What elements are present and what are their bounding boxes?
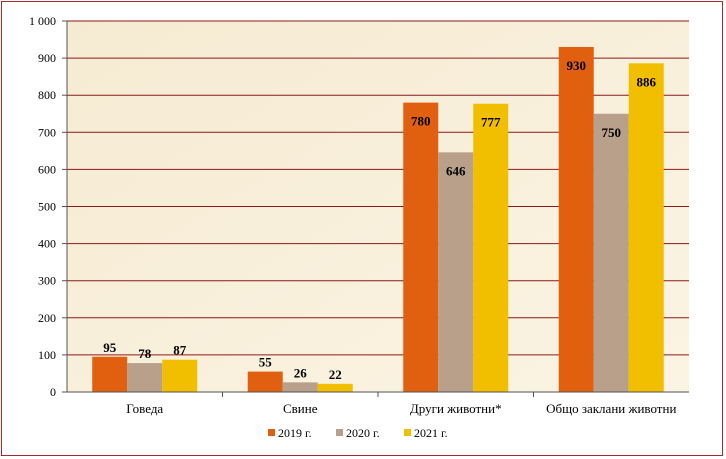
y-tick-label: 800	[38, 88, 56, 102]
y-tick-label: 900	[38, 51, 56, 65]
x-category-label: Други животни*	[410, 401, 502, 416]
bar	[127, 363, 163, 392]
bar	[92, 356, 128, 392]
bars	[92, 46, 664, 393]
x-axis-category-labels: Говеда Свине Други животни* Общо заклани жи…	[126, 401, 676, 416]
bar	[403, 102, 439, 393]
bar	[628, 63, 664, 392]
data-label: 26	[294, 365, 308, 380]
axes	[66, 21, 689, 397]
x-category-label: Свине	[283, 401, 318, 416]
data-label: 22	[329, 367, 342, 382]
bar	[317, 383, 353, 392]
y-tick-label: 700	[38, 125, 56, 139]
bar	[593, 113, 629, 392]
legend-swatch	[404, 429, 411, 436]
legend-label: 2021 г.	[414, 426, 448, 440]
data-label: 55	[259, 355, 273, 370]
y-tick-label: 0	[50, 385, 56, 399]
bar	[473, 103, 509, 392]
y-tick-label: 500	[38, 200, 56, 214]
legend-label: 2020 г.	[346, 426, 380, 440]
legend-swatch	[336, 429, 343, 436]
data-label: 780	[411, 114, 431, 129]
data-label: 886	[637, 74, 657, 89]
bar	[282, 382, 318, 392]
data-label: 930	[567, 58, 587, 73]
data-label: 87	[173, 343, 187, 358]
y-tick-label: 300	[38, 274, 56, 288]
bar	[162, 359, 198, 392]
y-tick-label: 1 000	[29, 14, 56, 28]
legend: 2019 г. 2020 г. 2021 г.	[268, 426, 448, 440]
y-tick-label: 400	[38, 237, 56, 251]
data-label: 750	[602, 125, 622, 140]
y-tick-label: 600	[38, 162, 56, 176]
y-axis-tick-labels: 0 100 200 300 400 500 600 700 800 900 1 000	[29, 14, 56, 399]
bar	[558, 46, 594, 392]
data-label: 646	[446, 163, 466, 178]
data-label: 777	[481, 115, 501, 130]
y-tick-label: 200	[38, 311, 56, 325]
legend-swatch	[268, 429, 275, 436]
x-category-label: Общо заклани животни	[546, 401, 676, 416]
legend-label: 2019 г.	[278, 426, 312, 440]
data-label: 95	[103, 340, 117, 355]
data-label: 78	[138, 346, 152, 361]
bar	[247, 371, 283, 392]
bar	[438, 152, 474, 392]
y-tick-label: 100	[38, 348, 56, 362]
x-category-label: Говеда	[126, 401, 163, 416]
data-labels: 95 78 87 55 26 22 780 646 777 930 750 886	[103, 58, 656, 382]
